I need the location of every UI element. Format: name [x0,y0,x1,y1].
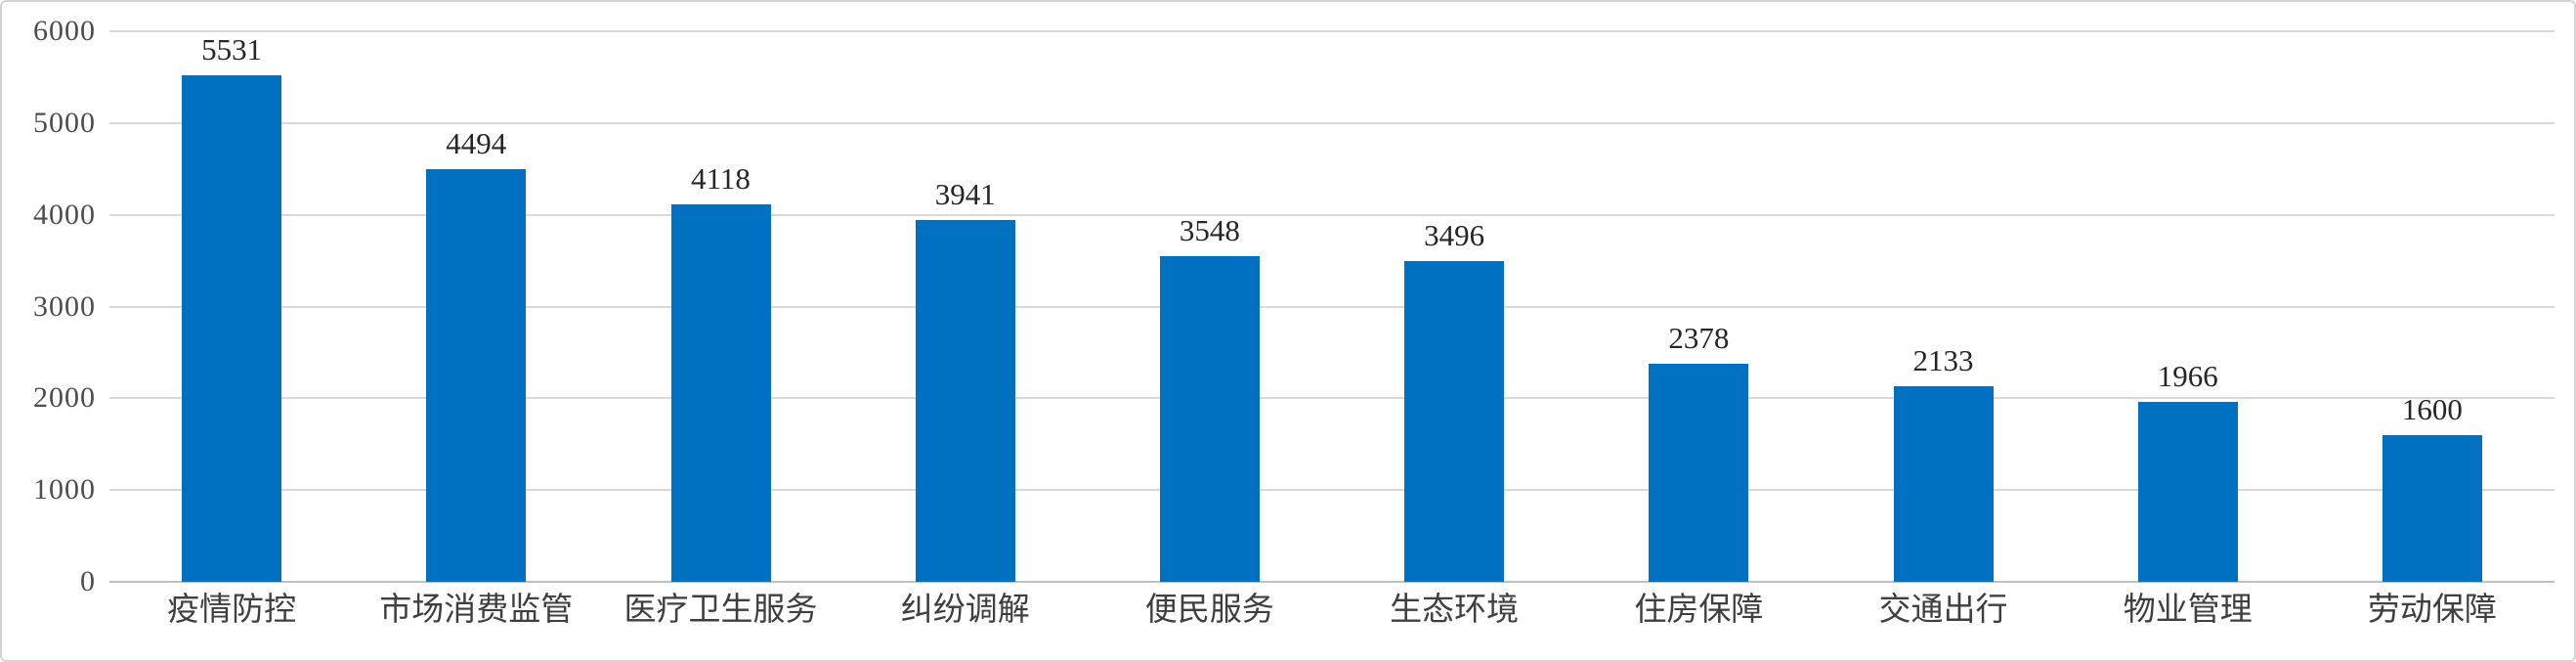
gridline [109,121,2555,124]
bar-value-label: 3496 [1424,217,1485,252]
y-tick-label: 1000 [33,473,96,507]
x-category-label: 劳动保障 [2367,593,2497,628]
bar-value-label: 5531 [201,32,263,66]
y-tick-label: 0 [80,565,96,597]
gridline [109,305,2555,308]
bar-value-label: 1600 [2401,391,2463,426]
x-category-label: 便民服务 [1144,593,1274,628]
bar-slot: 2378 [1576,31,1821,582]
bar [2382,434,2482,582]
bars-row: 5531 4494 4118 3941 3548 3496 2378 2133 1966 1600 [109,31,2555,582]
x-category-label: 疫情防控 [167,593,297,628]
x-category-label: 医疗卫生服务 [623,593,818,628]
bar [670,203,771,582]
bar-slot: 5531 [109,31,354,582]
bar-value-label: 3548 [1179,213,1240,248]
bar-slot: 3548 [1088,31,1332,582]
bar [1649,363,1749,582]
bar-slot: 1600 [2310,31,2555,582]
bar [426,169,527,582]
bar-value-label: 4118 [691,160,751,196]
x-category-label: 交通出行 [1878,593,2008,628]
bar-slot: 3941 [843,31,1088,582]
gridline [109,397,2555,400]
bar-value-label: 1966 [2157,358,2218,393]
bar [1893,385,1994,582]
y-tick-label: 6000 [33,15,96,47]
bar-value-label: 2378 [1668,320,1730,355]
bar-slot: 2133 [1821,31,2065,582]
gridline [109,489,2555,492]
x-axis: 疫情防控 市场消费监管 医疗卫生服务 纠纷调解 便民服务 生态环境 住房保障 交通出行 物业管理… [109,589,2555,632]
x-category-label: 物业管理 [2123,593,2253,628]
bar-value-label: 3941 [934,177,996,212]
bar [1159,256,1260,582]
bar-value-label: 4494 [446,126,507,161]
bar [182,75,282,582]
x-category-label: 住房保障 [1634,593,1764,628]
plot-area: 5531 4494 4118 3941 3548 3496 2378 2133 1966 1600 [109,30,2555,583]
bar [915,220,1015,582]
x-category-label: 市场消费监管 [379,593,574,628]
bar-value-label: 2133 [1912,342,1974,377]
y-tick-label: 2000 [33,381,96,415]
gridline [109,213,2555,216]
bar [2137,401,2238,582]
x-category-label: 生态环境 [1390,593,1520,628]
y-tick-label: 3000 [33,289,96,323]
y-tick-label: 4000 [33,198,96,231]
bar [1404,260,1505,582]
x-axis-line [109,581,2555,583]
bar-slot: 3496 [1332,31,1576,582]
bar-slot: 4118 [598,31,842,582]
bar-slot: 4494 [354,31,598,582]
bar-slot: 1966 [2066,31,2310,582]
y-tick-label: 5000 [33,106,96,139]
x-category-label: 纠纷调解 [900,593,1030,628]
gridline [109,30,2555,32]
